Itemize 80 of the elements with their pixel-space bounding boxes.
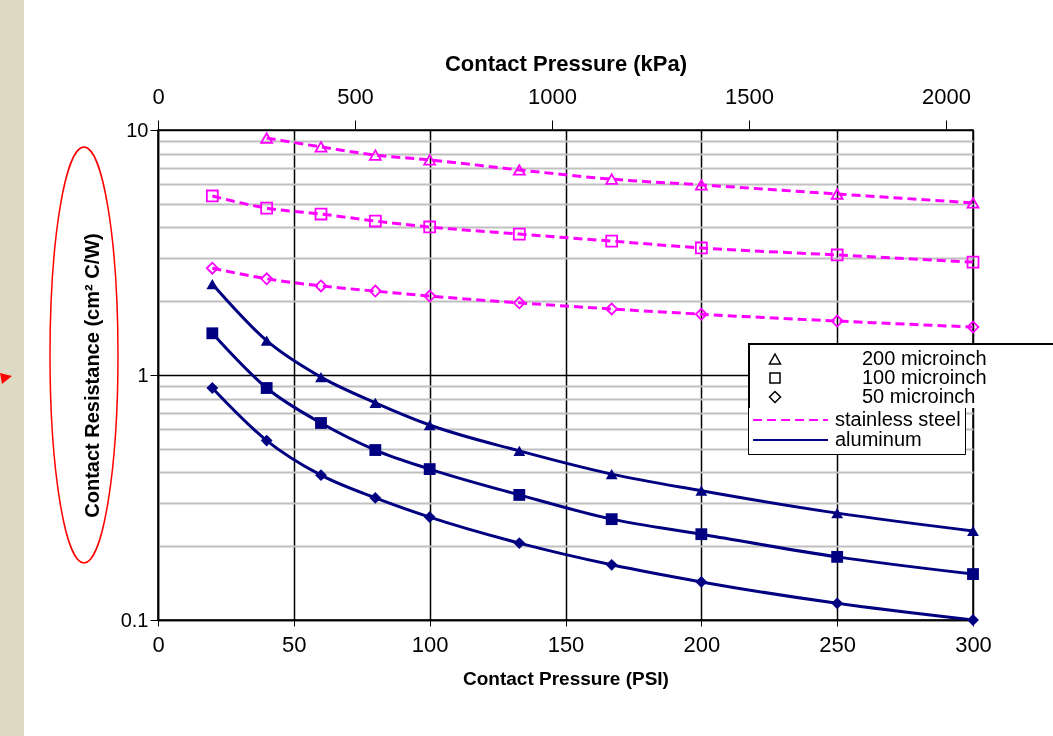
point [206,327,219,340]
x2-tick-label: 0 [152,83,165,109]
point [368,149,382,161]
x-tick-label: 0 [152,631,165,657]
point [369,444,382,456]
point [966,197,980,209]
x2-tick-label: 1000 [528,83,577,109]
point [423,463,436,476]
point [512,227,526,241]
legend-label: stainless steel [835,408,961,430]
x2-tick-label: 500 [337,83,374,109]
x-axis-title: Contact Pressure (PSI) [463,667,669,689]
point [513,489,526,501]
point [368,214,382,228]
point [512,296,526,310]
point [260,382,273,394]
point [513,445,526,457]
x-tick-label: 150 [547,631,585,657]
point [314,279,328,293]
y-tick-label: 1 [137,363,149,386]
point [605,173,619,185]
x-tick-label: 200 [683,631,721,657]
x-tick-label: 300 [955,631,992,657]
point [694,241,708,255]
point [966,255,980,269]
point [605,558,618,571]
point [423,289,437,303]
x2-tick-label: 2000 [922,83,972,109]
point [314,207,328,221]
point [513,537,526,550]
point [695,528,708,541]
point [423,220,437,234]
point [512,164,526,176]
point [423,154,437,166]
legend-label: aluminum [835,428,922,450]
point [314,141,328,153]
point [831,550,844,563]
point [695,576,708,588]
point [260,272,274,286]
point [260,132,274,144]
x-tick-label: 250 [819,631,857,657]
point [206,382,219,394]
point [315,372,327,383]
y-tick-label: 10 [126,118,149,141]
x-tick-label: 50 [282,631,307,657]
annotation: 200 microinch [862,347,987,369]
point [315,469,327,482]
point [605,302,619,316]
point [967,525,979,537]
point [830,188,844,200]
point [967,568,979,580]
x-tick-label: 100 [411,631,449,657]
point [423,419,436,431]
point [260,201,274,215]
y-axis-title: Contact Resistance (cm² C/W) [80,233,103,518]
point [830,314,844,328]
point [831,597,844,610]
point [966,320,980,334]
point [694,307,708,321]
point [831,508,844,519]
point [694,179,708,191]
point [205,261,219,275]
point [205,189,219,203]
point [368,284,382,298]
annotation: 50 microinch [862,385,976,407]
annotation: 100 microinch [862,366,987,388]
point [605,513,618,526]
point [369,397,382,408]
point [695,485,708,496]
x2-axis-title: Contact Pressure (kPa) [444,50,688,76]
point [369,492,382,504]
y-tick-label: 0.1 [120,608,149,631]
point [260,434,273,447]
point [830,248,844,262]
point [605,468,618,480]
point [605,234,619,248]
point [315,417,327,429]
point [206,278,219,290]
point [423,511,436,524]
x2-tick-label: 1500 [725,83,775,109]
